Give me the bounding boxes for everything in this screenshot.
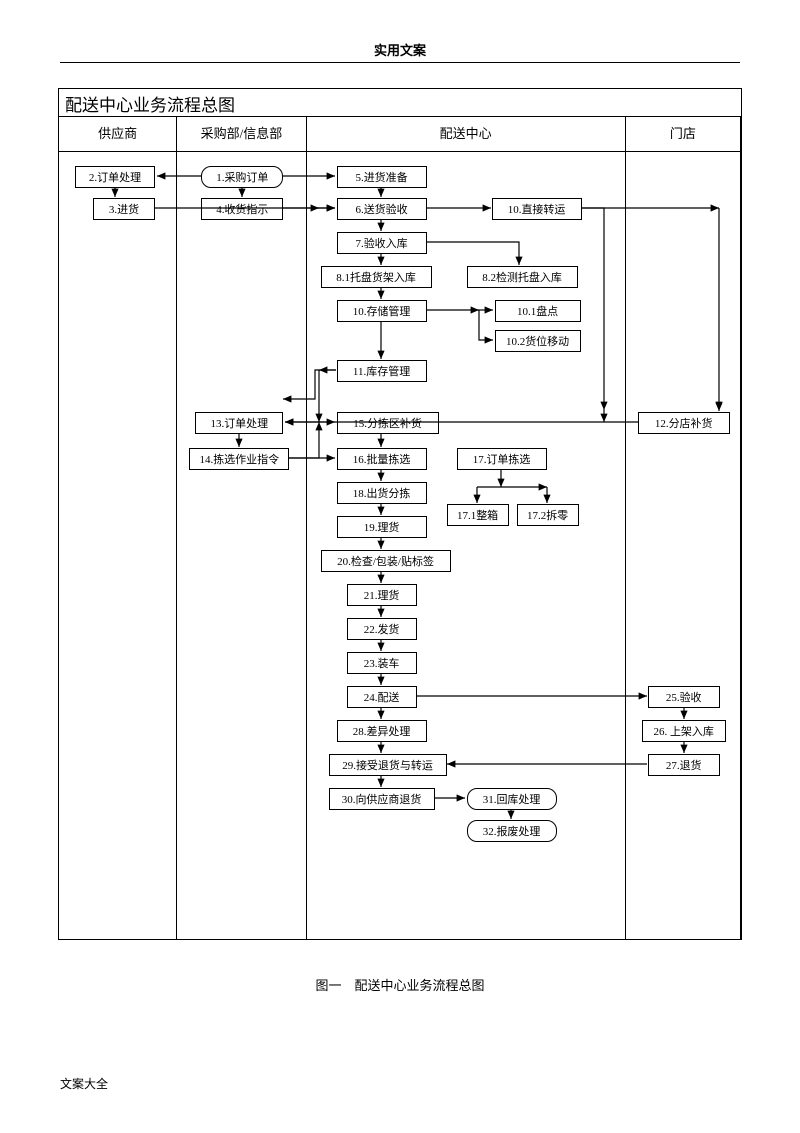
diagram-frame: 配送中心业务流程总图 供应商 2.订单处理 3.进货 采购部/信息部 1.采购订… bbox=[58, 88, 742, 940]
node-23: 23.装车 bbox=[347, 652, 417, 674]
node-22: 22.发货 bbox=[347, 618, 417, 640]
node-5: 5.进货准备 bbox=[337, 166, 427, 188]
node-82: 8.2检测托盘入库 bbox=[467, 266, 578, 288]
lane-header-purchase: 采购部/信息部 bbox=[177, 117, 305, 152]
node-12: 12.分店补货 bbox=[638, 412, 730, 434]
node-16: 16.批量拣选 bbox=[337, 448, 427, 470]
node-15: 15.分拣区补货 bbox=[337, 412, 439, 434]
node-172: 17.2拆零 bbox=[517, 504, 579, 526]
node-6: 6.送货验收 bbox=[337, 198, 427, 220]
node-1: 1.采购订单 bbox=[201, 166, 283, 188]
node-10: 10.存储管理 bbox=[337, 300, 427, 322]
figure-caption: 图一 配送中心业务流程总图 bbox=[0, 975, 800, 994]
node-81: 8.1托盘货架入库 bbox=[321, 266, 432, 288]
lane-header-center: 配送中心 bbox=[307, 117, 625, 152]
node-10d: 10.直接转运 bbox=[492, 198, 582, 220]
lane-purchase: 采购部/信息部 1.采购订单 4.收货指示 13.订单处理 14.拣选作业指令 bbox=[177, 117, 306, 939]
node-14: 14.拣选作业指令 bbox=[189, 448, 289, 470]
node-29: 29.接受退货与转运 bbox=[329, 754, 447, 776]
swimlanes: 供应商 2.订单处理 3.进货 采购部/信息部 1.采购订单 4.收货指示 13… bbox=[59, 117, 741, 939]
node-19: 19.理货 bbox=[337, 516, 427, 538]
node-11: 11.库存管理 bbox=[337, 360, 427, 382]
node-25: 25.验收 bbox=[648, 686, 720, 708]
node-24: 24.配送 bbox=[347, 686, 417, 708]
node-2: 2.订单处理 bbox=[75, 166, 155, 188]
diagram-title: 配送中心业务流程总图 bbox=[59, 89, 741, 117]
page-footer: 文案大全 bbox=[60, 1075, 108, 1092]
node-31: 31.回库处理 bbox=[467, 788, 557, 810]
lane-header-supplier: 供应商 bbox=[59, 117, 176, 152]
node-102: 10.2货位移动 bbox=[495, 330, 581, 352]
header-rule bbox=[60, 62, 740, 63]
node-17: 17.订单拣选 bbox=[457, 448, 547, 470]
lane-header-store: 门店 bbox=[626, 117, 740, 152]
node-21: 21.理货 bbox=[347, 584, 417, 606]
node-28: 28.差异处理 bbox=[337, 720, 427, 742]
node-27: 27.退货 bbox=[648, 754, 720, 776]
node-171: 17.1整箱 bbox=[447, 504, 509, 526]
node-20: 20.检查/包装/贴标签 bbox=[321, 550, 451, 572]
lane-store: 门店 12.分店补货 25.验收 26. 上架入库 27.退货 bbox=[626, 117, 741, 939]
node-7: 7.验收入库 bbox=[337, 232, 427, 254]
node-26: 26. 上架入库 bbox=[642, 720, 726, 742]
page-header: 实用文案 bbox=[0, 40, 800, 59]
lane-supplier: 供应商 2.订单处理 3.进货 bbox=[59, 117, 177, 939]
node-32: 32.报废处理 bbox=[467, 820, 557, 842]
node-13: 13.订单处理 bbox=[195, 412, 283, 434]
lane-center: 配送中心 5.进货准备 6.送货验收 10.直接转运 7.验收入库 8.1托盘货… bbox=[307, 117, 626, 939]
node-3: 3.进货 bbox=[93, 198, 155, 220]
node-101: 10.1盘点 bbox=[495, 300, 581, 322]
node-30: 30.向供应商退货 bbox=[329, 788, 435, 810]
node-18: 18.出货分拣 bbox=[337, 482, 427, 504]
node-4: 4.收货指示 bbox=[201, 198, 283, 220]
